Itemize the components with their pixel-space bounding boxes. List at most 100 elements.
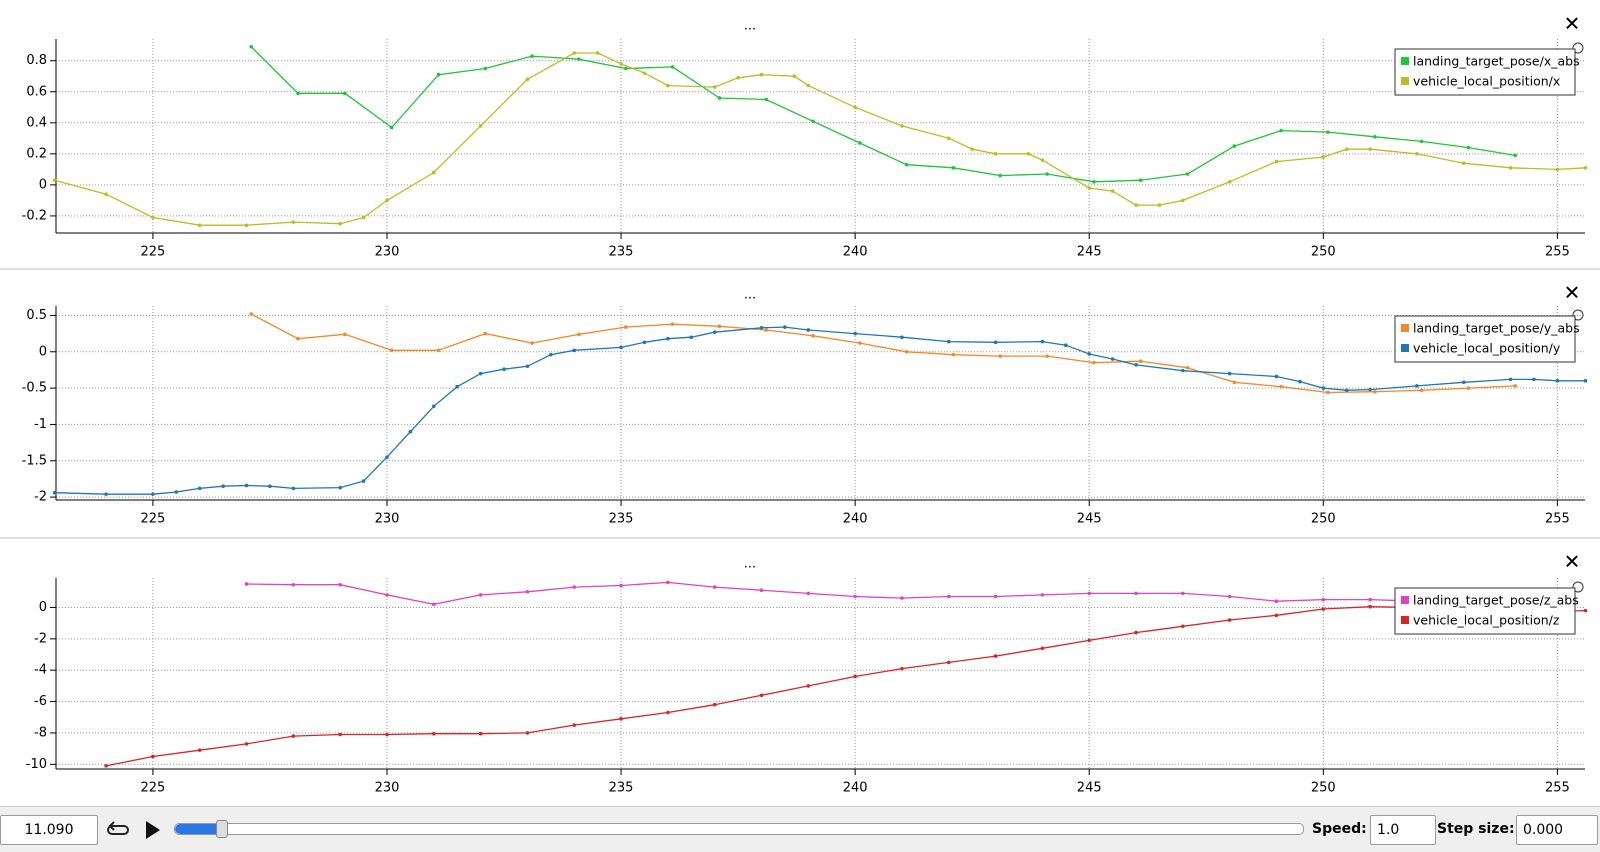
x-tick-label: 240 <box>843 245 868 260</box>
data-point <box>1045 172 1049 176</box>
step-field[interactable]: 0.000 <box>1516 815 1598 845</box>
data-point <box>385 593 389 597</box>
data-point <box>389 125 394 130</box>
x-tick-label: 235 <box>609 781 634 796</box>
data-point <box>483 331 488 336</box>
data-point <box>1134 591 1138 596</box>
data-point <box>151 492 155 496</box>
data-point <box>244 582 249 586</box>
data-point <box>1321 386 1326 390</box>
data-point <box>712 330 717 334</box>
data-point <box>1110 357 1115 361</box>
plot-title: ... <box>744 19 756 34</box>
y-tick-label: -1 <box>34 417 47 432</box>
data-point <box>52 178 57 183</box>
data-point <box>900 666 904 671</box>
y-tick-label: -1.5 <box>22 453 47 468</box>
x-tick-label: 230 <box>375 245 400 260</box>
speed-field[interactable]: 1.0 <box>1370 815 1436 845</box>
data-point <box>1138 178 1143 183</box>
y-tick-label: -10 <box>26 757 47 772</box>
y-tick-label: 0 <box>39 344 47 359</box>
data-point <box>946 136 951 141</box>
data-point <box>455 384 460 389</box>
data-point <box>338 582 342 587</box>
series-line <box>250 313 1516 394</box>
data-point <box>712 702 717 707</box>
data-point <box>1026 152 1031 156</box>
x-tick-label: 245 <box>1077 781 1102 796</box>
data-point <box>483 66 488 71</box>
data-point <box>1134 363 1138 367</box>
legend-swatch <box>1401 57 1409 65</box>
legend-label: landing_target_pose/z_abs <box>1413 593 1579 608</box>
data-point <box>343 332 347 337</box>
y-tick-label: -2 <box>34 631 47 646</box>
data-point <box>1532 377 1536 382</box>
data-point <box>1227 179 1232 184</box>
data-point <box>1368 387 1372 392</box>
data-point <box>1274 599 1279 604</box>
data-point <box>502 367 506 372</box>
data-point <box>993 340 998 345</box>
data-point <box>946 660 951 665</box>
data-point <box>642 71 647 75</box>
data-point <box>52 490 57 495</box>
x-tick-label: 255 <box>1545 512 1570 527</box>
data-point <box>1045 354 1049 358</box>
data-point <box>666 710 670 715</box>
data-point <box>1555 167 1560 172</box>
data-point <box>666 83 670 88</box>
data-point <box>361 479 366 483</box>
data-point <box>811 333 815 338</box>
play-button[interactable] <box>143 819 163 841</box>
legend-swatch <box>1401 344 1409 352</box>
data-point <box>806 83 811 88</box>
data-point <box>244 223 249 228</box>
data-point <box>1040 339 1045 344</box>
y-tick-label: -0.5 <box>22 381 47 396</box>
data-point <box>1326 130 1330 134</box>
data-point <box>998 354 1003 358</box>
data-point <box>951 352 956 357</box>
data-point <box>946 594 951 599</box>
data-point <box>1321 607 1326 611</box>
time-field[interactable]: 11.090 <box>0 815 98 845</box>
x-tick-label: 225 <box>140 245 165 260</box>
plot-title: ... <box>744 557 756 572</box>
data-point <box>853 331 857 336</box>
y-tick-label: 0.8 <box>26 53 47 68</box>
data-point <box>174 490 179 494</box>
data-point <box>361 215 366 220</box>
legend-box <box>1394 587 1576 635</box>
data-point <box>525 731 530 735</box>
time-slider[interactable] <box>174 820 1304 838</box>
data-point <box>1344 147 1349 151</box>
y-tick-label: -6 <box>34 694 47 709</box>
data-point <box>436 348 441 353</box>
data-point <box>197 223 202 228</box>
data-point <box>759 72 764 77</box>
y-tick-label: 0 <box>39 177 47 192</box>
data-point <box>1274 159 1279 164</box>
data-point <box>904 162 909 167</box>
data-point <box>338 485 342 490</box>
loop-button[interactable] <box>106 819 130 841</box>
plot-title: ... <box>744 288 756 303</box>
data-point <box>764 328 768 332</box>
data-point <box>1040 593 1045 597</box>
data-point <box>525 589 530 594</box>
data-point <box>268 484 272 488</box>
data-point <box>619 583 623 588</box>
data-point <box>104 764 108 768</box>
data-point <box>1513 384 1518 388</box>
data-point <box>249 44 254 49</box>
data-point <box>1583 608 1588 613</box>
y-tick-label: 0.6 <box>26 84 47 99</box>
x-tick-label: 250 <box>1311 781 1336 796</box>
data-point <box>1372 134 1377 139</box>
data-point <box>385 198 389 203</box>
data-point <box>385 455 389 459</box>
data-point <box>717 96 722 100</box>
data-point <box>1461 380 1466 385</box>
